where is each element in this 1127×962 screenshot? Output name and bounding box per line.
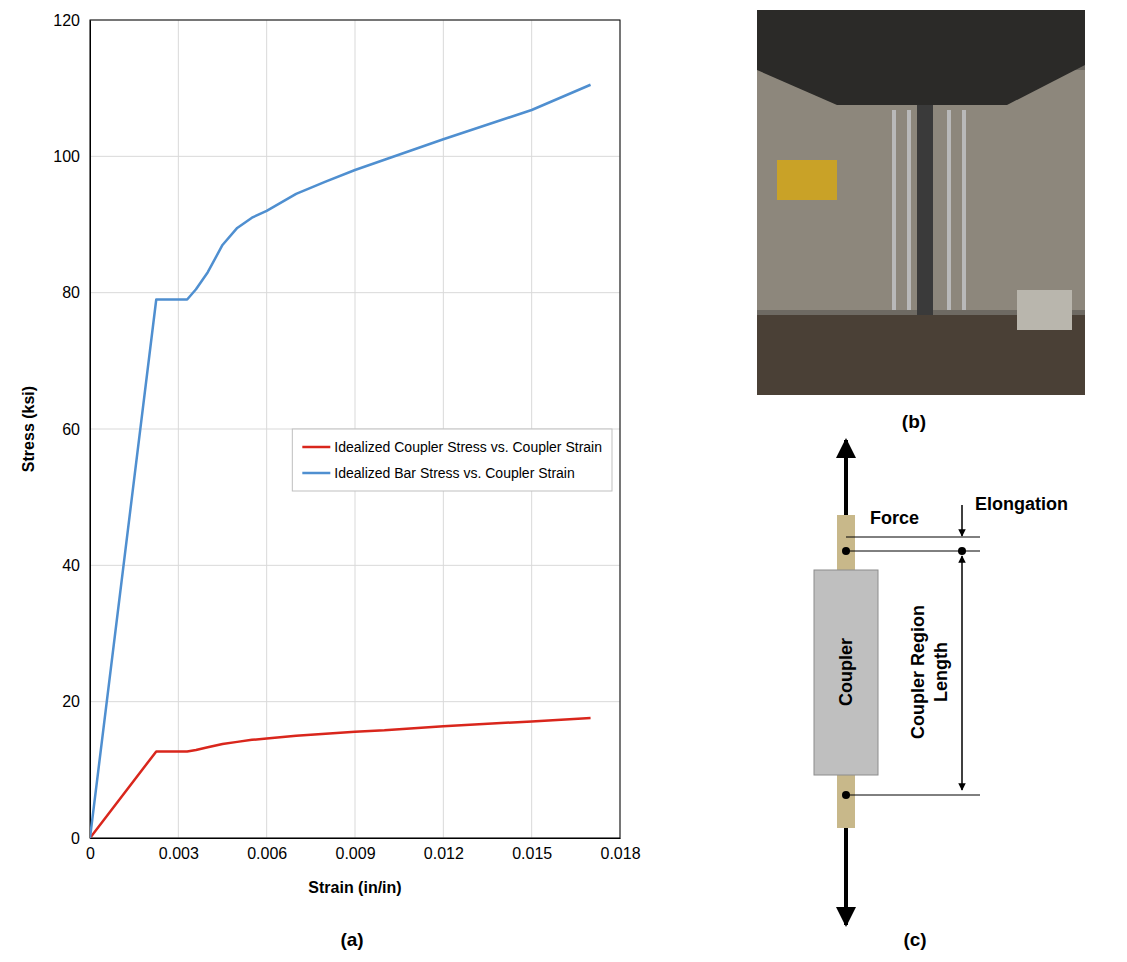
tick-label: 0.003 (159, 845, 199, 862)
photo-rod (907, 110, 911, 310)
gauge-point (842, 547, 850, 555)
reference-line (846, 795, 980, 796)
legend-item: Idealized Bar Stress vs. Coupler Strain (302, 465, 574, 481)
grid (90, 20, 620, 838)
coupler-label: Coupler (836, 638, 856, 706)
tick: 0.012 (424, 838, 464, 862)
tick: 0.006 (247, 838, 287, 862)
panel-label: (b) (902, 411, 926, 432)
reference-line (846, 537, 980, 538)
dimension-line (961, 556, 963, 790)
legend-swatch (302, 472, 330, 475)
photo-background (757, 10, 1085, 395)
plot-area (90, 20, 620, 838)
elongation-arrow (961, 505, 963, 536)
tick: 0.018 (600, 838, 640, 862)
diagram: Force Elongation Coupler Coupler RegionLeng… (814, 440, 1068, 925)
tick-label: 0.006 (247, 845, 287, 862)
tick: 40 (62, 557, 90, 574)
tick-label: 80 (62, 284, 80, 301)
tick-label: 120 (53, 12, 80, 29)
x-axis-title: Strain (in/in) (308, 879, 401, 896)
plot-frame (90, 20, 620, 838)
photo-rod (962, 110, 966, 310)
tick: 80 (62, 284, 90, 301)
tick-label: 60 (62, 421, 80, 438)
x-axis: 0 0.003 0.006 0.009 0.012 0.015 0.018 (86, 838, 641, 862)
photo-box (777, 160, 837, 200)
legend-label: Idealized Coupler Stress vs. Coupler Str… (334, 439, 602, 455)
legend-item: Idealized Coupler Stress vs. Coupler Str… (302, 439, 602, 455)
tick: 20 (62, 693, 90, 710)
tick-label: 20 (62, 693, 80, 710)
tick-label: 100 (53, 148, 80, 165)
tick: 0.009 (335, 838, 375, 862)
photo (757, 10, 1085, 395)
photo-rod (947, 110, 951, 310)
grid-line-y (90, 292, 620, 293)
y-axis: 0 20 40 60 80 100 120 (53, 12, 90, 847)
figure: 0 0.003 0.006 0.009 0.012 0.015 0.018 0 20 40 60 80… (0, 0, 1127, 962)
legend-swatch (302, 446, 330, 449)
tick: 120 (53, 12, 90, 29)
legend: Idealized Coupler Stress vs. Coupler Str… (292, 429, 612, 491)
legend-label: Idealized Bar Stress vs. Coupler Strain (334, 465, 574, 481)
tick: 60 (62, 421, 90, 438)
tick: 0 (71, 830, 90, 847)
tick-label: 0 (71, 830, 80, 847)
panel-label: (a) (340, 929, 363, 950)
region-length-label: Coupler RegionLength (908, 605, 951, 739)
tick: 0.015 (512, 838, 552, 862)
tick-label: 0.015 (512, 845, 552, 862)
grid-line-y (90, 701, 620, 702)
photo-box (1017, 290, 1072, 330)
tick: 0 (86, 838, 95, 862)
tick-label: 0.009 (335, 845, 375, 862)
y-axis-title: Stress (ksi) (20, 386, 37, 472)
gauge-point (958, 547, 966, 555)
tick-label: 0.012 (424, 845, 464, 862)
force-arrow (844, 440, 848, 515)
force-arrow (844, 828, 848, 925)
tick: 100 (53, 148, 90, 165)
gauge-point (842, 791, 850, 799)
bar (837, 515, 855, 828)
force-label: Force (870, 508, 919, 528)
tick-label: 40 (62, 557, 80, 574)
photo-specimen (917, 105, 933, 315)
photo-crosshead (757, 10, 1085, 105)
photo-rod (892, 110, 896, 310)
grid-line-y (90, 565, 620, 566)
elongation-label: Elongation (975, 494, 1068, 514)
tick-label: 0 (86, 845, 95, 862)
grid-line-y (90, 156, 620, 157)
legend-box (292, 429, 612, 491)
tick: 0.003 (159, 838, 199, 862)
series-line (90, 718, 591, 838)
panel-label: (c) (903, 929, 926, 950)
tick-label: 0.018 (600, 845, 640, 862)
coupler-body (814, 570, 878, 775)
